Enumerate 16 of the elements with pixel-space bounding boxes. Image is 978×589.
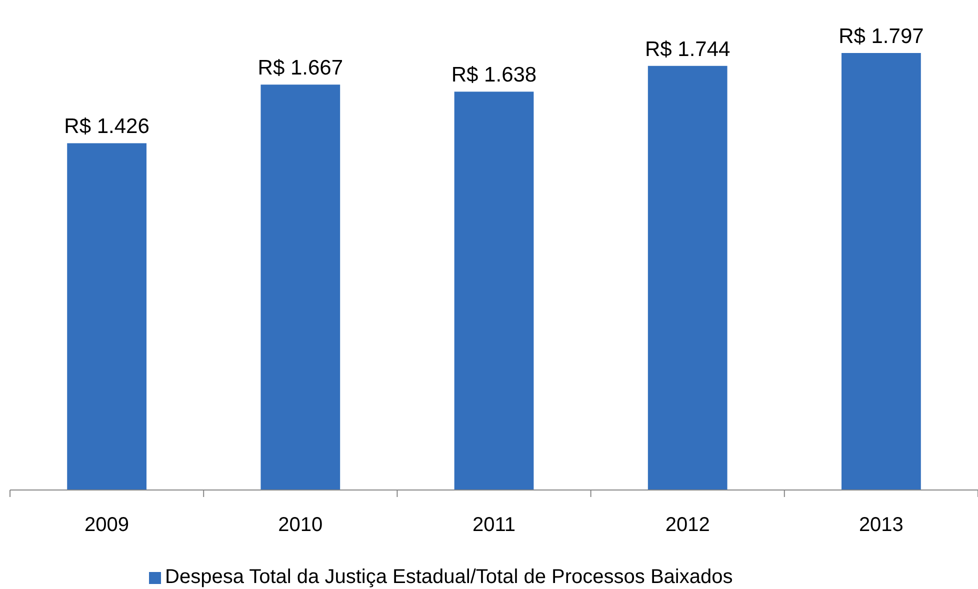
bar <box>260 84 340 490</box>
x-tick-label: 2011 <box>472 514 516 536</box>
x-tick-label: 2013 <box>858 514 904 536</box>
bar <box>842 53 921 490</box>
x-tick-label: 2012 <box>665 514 710 536</box>
data-label: R$ 1.667 <box>258 56 344 80</box>
data-label: R$ 1.426 <box>64 115 150 138</box>
bar <box>67 143 146 490</box>
x-tick-label: 2010 <box>278 514 323 536</box>
legend-label: Despesa Total da Justiça Estadual/Total de Processos Baixados <box>165 566 733 588</box>
data-label: R$ 1.744 <box>644 38 731 61</box>
data-label: R$ 1.638 <box>451 64 537 87</box>
data-label: R$ 1.797 <box>838 25 924 48</box>
x-tick-label: 2009 <box>84 514 130 536</box>
bar <box>648 66 728 490</box>
bar <box>454 92 534 490</box>
